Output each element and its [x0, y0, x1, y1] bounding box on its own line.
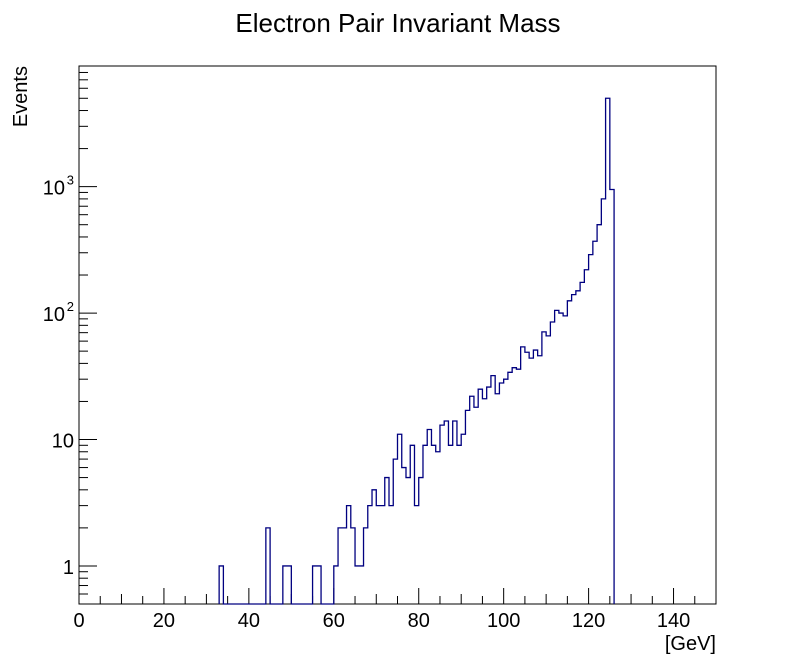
histogram-bin — [410, 445, 414, 604]
histogram-bin — [495, 394, 499, 604]
histogram-bin — [550, 322, 554, 604]
histogram-bin — [584, 270, 588, 604]
y-tick-label: 10 — [52, 431, 74, 453]
histogram-bin — [589, 255, 593, 604]
x-tick-labels: 0 20 40 60 80 100 120 140 — [73, 610, 690, 632]
histogram-bin — [419, 478, 423, 604]
histogram-bin — [580, 282, 584, 604]
x-tick-label: 40 — [238, 610, 260, 632]
x-axis-label: [GeV] — [665, 633, 716, 655]
histogram-bin — [398, 434, 402, 604]
histogram-bin — [355, 566, 359, 604]
histogram-bin — [606, 98, 610, 604]
histogram-bin — [287, 566, 291, 604]
histogram-bin — [478, 389, 482, 604]
histogram-bin — [482, 399, 486, 604]
histogram-bin — [525, 352, 529, 604]
histogram-bin — [334, 566, 338, 604]
histogram-bin — [431, 445, 435, 604]
histogram-bin — [487, 387, 491, 604]
histogram-bin — [508, 372, 512, 604]
histogram-bin — [572, 295, 576, 604]
histogram-bin — [563, 316, 567, 604]
histogram-bin — [376, 506, 380, 604]
y-tick-exponent: 2 — [67, 299, 74, 314]
x-tick-label: 0 — [73, 610, 84, 632]
histogram-bin — [453, 421, 457, 604]
y-axis-label: Events — [10, 66, 32, 127]
y-tick-label: 10 — [43, 178, 65, 200]
histogram-bin — [283, 566, 287, 604]
histogram-bin — [546, 336, 550, 604]
x-tick-label: 80 — [408, 610, 430, 632]
histogram-bin — [338, 528, 342, 604]
histogram-bin — [351, 528, 355, 604]
histogram-bin — [529, 358, 533, 604]
histogram-bin — [317, 566, 321, 604]
histogram-bin — [601, 199, 605, 604]
y-tick-label: 10 — [43, 304, 65, 326]
histogram-bin — [385, 478, 389, 604]
chart-title: Electron Pair Invariant Mass — [235, 8, 560, 38]
histogram-bin — [516, 369, 520, 604]
histogram-bin — [576, 291, 580, 604]
histogram-bin — [389, 506, 393, 604]
histogram-bin — [219, 566, 223, 604]
y-tick-exponent: 3 — [67, 173, 74, 188]
histogram-bin — [266, 528, 270, 604]
histogram-bin — [381, 506, 385, 604]
histogram-bin — [440, 425, 444, 604]
y-tick-label: 1 — [63, 557, 74, 579]
histogram-bin — [542, 332, 546, 604]
histogram-bin — [402, 468, 406, 604]
histogram-bin — [465, 410, 469, 604]
x-tick-label: 120 — [572, 610, 605, 632]
histogram-bin — [504, 379, 508, 604]
histogram-bin — [448, 445, 452, 604]
histogram-bin — [597, 225, 601, 604]
histogram-bin — [491, 376, 495, 604]
histogram-bin — [427, 429, 431, 604]
histogram-bin — [470, 396, 474, 604]
histogram-bin — [347, 506, 351, 604]
x-tick-label: 60 — [323, 610, 345, 632]
histogram-bin — [393, 459, 397, 604]
histogram-bin — [461, 434, 465, 604]
x-tick-label: 140 — [657, 610, 690, 632]
histogram-bin — [406, 478, 410, 604]
histogram-bin — [567, 301, 571, 604]
histogram-bin — [610, 189, 614, 604]
x-tick-label: 100 — [487, 610, 520, 632]
histogram-bin — [414, 506, 418, 604]
histogram-bin — [555, 310, 559, 604]
histogram-bin — [593, 241, 597, 604]
histogram-bin — [533, 350, 537, 604]
histogram-line — [218, 97, 615, 605]
histogram-bin — [499, 383, 503, 604]
histogram-bin — [313, 566, 317, 604]
histogram-bin — [372, 490, 376, 604]
histogram-bin — [364, 528, 368, 604]
histogram-bin — [342, 528, 346, 604]
histogram-bin — [521, 347, 525, 604]
histogram-bins — [219, 98, 614, 604]
histogram-bin — [538, 356, 542, 604]
histogram-bin — [436, 452, 440, 604]
histogram-bin — [368, 506, 372, 604]
histogram-bin — [444, 421, 448, 604]
histogram-bin — [474, 407, 478, 604]
histogram-bin — [559, 313, 563, 604]
histogram-bin — [512, 368, 516, 604]
histogram-bin — [359, 566, 363, 604]
x-tick-label: 20 — [153, 610, 175, 632]
histogram-bin — [423, 445, 427, 604]
histogram-bin — [457, 445, 461, 604]
